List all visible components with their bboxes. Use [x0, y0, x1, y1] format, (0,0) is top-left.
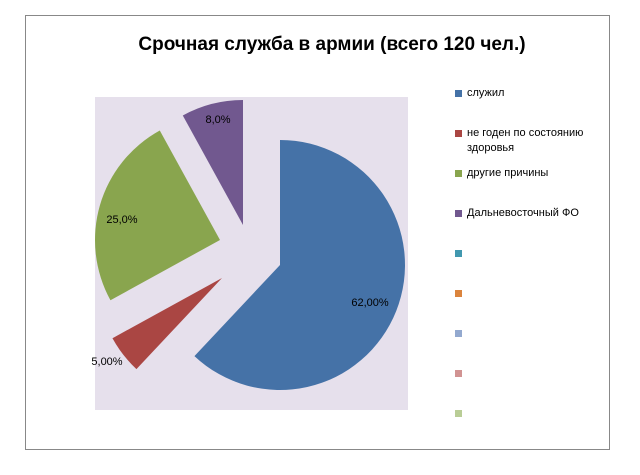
pie-slice: [194, 140, 405, 391]
legend-swatch: [455, 170, 462, 177]
legend-label: служил: [467, 87, 505, 99]
legend-swatch: [455, 410, 462, 417]
data-label: 25,0%: [106, 214, 137, 226]
pie-slice: [112, 278, 222, 370]
legend-swatch: [455, 330, 462, 337]
legend-swatch: [455, 370, 462, 377]
data-label: 5,00%: [91, 356, 122, 368]
pie-slice: [182, 100, 243, 225]
data-label: 8,0%: [205, 114, 230, 126]
legend-label: другие причины: [467, 167, 549, 179]
data-label: 62,00%: [351, 297, 389, 309]
legend-swatch: [455, 90, 462, 97]
legend-label: не годен по состоянию здоровья: [467, 127, 584, 154]
legend-label: Дальневосточный ФО: [467, 207, 579, 219]
legend-swatch: [455, 210, 462, 217]
legend-swatch: [455, 290, 462, 297]
legend-swatch: [455, 130, 462, 137]
chart-title: Срочная служба в армии (всего 120 чел.): [138, 34, 525, 55]
legend-swatch: [455, 250, 462, 257]
pie-slice: [95, 130, 220, 301]
